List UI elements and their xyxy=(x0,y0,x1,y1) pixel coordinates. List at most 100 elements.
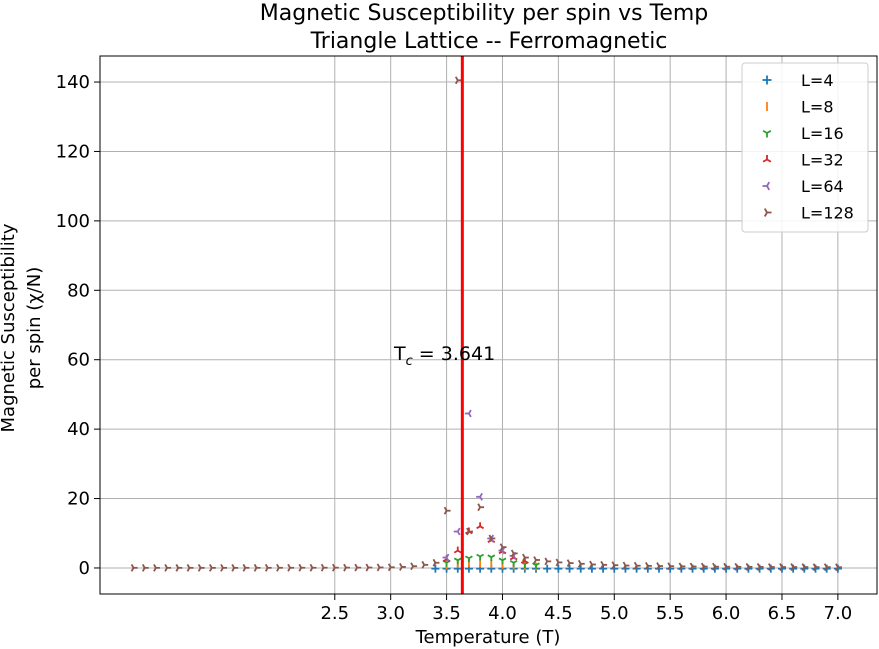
data-point xyxy=(431,564,440,573)
x-axis-ticks: 2.5 3.0 3.5 4.0 4.5 5.0 5.5 6.0 6.5 7.0 xyxy=(320,594,852,624)
data-point xyxy=(577,559,585,568)
data-point xyxy=(779,563,786,571)
data-point xyxy=(130,563,138,572)
data-point xyxy=(464,409,472,418)
data-point xyxy=(745,562,753,571)
data-point xyxy=(611,561,619,570)
data-point xyxy=(320,563,328,572)
data-point xyxy=(141,563,149,572)
y-tick-label: 120 xyxy=(56,141,90,162)
data-point xyxy=(734,562,742,571)
x-tick-label: 6.5 xyxy=(768,603,797,624)
data-point xyxy=(253,563,261,572)
data-point xyxy=(164,563,172,572)
legend-marker xyxy=(762,129,772,138)
data-point xyxy=(442,553,450,562)
data-point xyxy=(365,563,373,572)
data-point xyxy=(432,558,440,567)
data-point xyxy=(410,562,418,571)
x-tick-label: 4.0 xyxy=(488,603,517,624)
data-point xyxy=(544,557,552,566)
data-point xyxy=(399,563,406,571)
legend-label: L=4 xyxy=(801,71,834,90)
legend-label: L=64 xyxy=(801,177,844,196)
legend-label: L=16 xyxy=(801,124,844,143)
legend-marker xyxy=(763,208,772,217)
data-point xyxy=(700,562,708,571)
data-point xyxy=(453,557,462,565)
data-point xyxy=(498,557,507,565)
legend-marker xyxy=(762,155,772,163)
y-axis-ticks: 0 20 40 60 80 100 120 140 xyxy=(56,72,100,579)
data-point xyxy=(812,563,820,572)
legend-label: L=32 xyxy=(801,151,844,170)
data-point xyxy=(287,563,295,572)
data-point xyxy=(600,560,608,569)
data-point xyxy=(298,563,306,572)
data-point xyxy=(465,555,473,563)
y-axis-label-line1: Magnetic Susceptibility xyxy=(0,223,19,432)
tc-annotation-suffix: = 3.641 xyxy=(413,343,495,365)
y-tick-label: 80 xyxy=(67,280,90,301)
data-point xyxy=(264,563,272,572)
y-tick-label: 20 xyxy=(67,489,90,510)
plot-content xyxy=(130,56,842,594)
x-tick-label: 3.5 xyxy=(432,603,461,624)
data-point xyxy=(309,563,317,572)
data-point xyxy=(231,563,239,572)
data-point xyxy=(532,562,540,570)
data-point xyxy=(522,553,529,562)
data-point xyxy=(723,562,731,571)
x-tick-label: 4.5 xyxy=(544,603,573,624)
data-point xyxy=(509,559,518,567)
chart-title-line2: Triangle Lattice -- Ferromagnetic xyxy=(310,29,668,54)
axes-frame xyxy=(99,55,878,595)
y-tick-label: 0 xyxy=(79,558,90,579)
data-point xyxy=(453,546,462,554)
data-point xyxy=(622,561,630,570)
x-axis-label: Temperature (T) xyxy=(415,627,561,648)
data-point xyxy=(488,534,496,543)
data-point xyxy=(331,563,339,572)
data-point xyxy=(197,563,205,572)
data-point xyxy=(554,564,563,573)
data-point xyxy=(476,522,485,530)
data-point xyxy=(476,492,483,501)
x-tick-label: 5.5 xyxy=(656,603,685,624)
data-point xyxy=(354,563,362,572)
data-point xyxy=(555,558,563,567)
chart-title-line1: Magnetic Susceptibility per spin vs Temp xyxy=(260,1,709,26)
data-point xyxy=(209,563,216,572)
y-tick-label: 100 xyxy=(56,211,90,232)
data-point xyxy=(453,527,461,536)
data-point xyxy=(487,554,496,562)
data-point xyxy=(667,562,675,571)
x-tick-label: 5.0 xyxy=(600,603,629,624)
series-l-16 xyxy=(442,553,540,570)
data-point xyxy=(801,563,809,572)
data-point xyxy=(823,563,831,572)
tc-annotation-subscript: c xyxy=(406,354,413,369)
y-tick-label: 40 xyxy=(67,419,90,440)
data-point xyxy=(712,562,719,571)
data-point xyxy=(566,559,574,568)
y-tick-label: 60 xyxy=(67,350,90,371)
legend-label: L=128 xyxy=(801,204,854,223)
data-point xyxy=(175,563,183,572)
data-point xyxy=(565,564,574,573)
data-point xyxy=(576,564,585,573)
tc-annotation: Tc = 3.641 xyxy=(393,343,495,369)
data-point xyxy=(376,563,384,572)
data-point xyxy=(421,560,429,569)
data-point xyxy=(835,563,842,572)
data-point xyxy=(477,503,485,512)
x-tick-label: 2.5 xyxy=(320,603,349,624)
y-tick-label: 140 xyxy=(56,72,90,93)
tc-annotation-prefix: T xyxy=(393,343,406,365)
data-point xyxy=(186,563,194,572)
data-point xyxy=(153,563,160,572)
x-tick-label: 7.0 xyxy=(824,603,853,624)
data-point xyxy=(533,556,541,564)
data-point xyxy=(276,563,283,572)
data-point xyxy=(387,563,395,572)
